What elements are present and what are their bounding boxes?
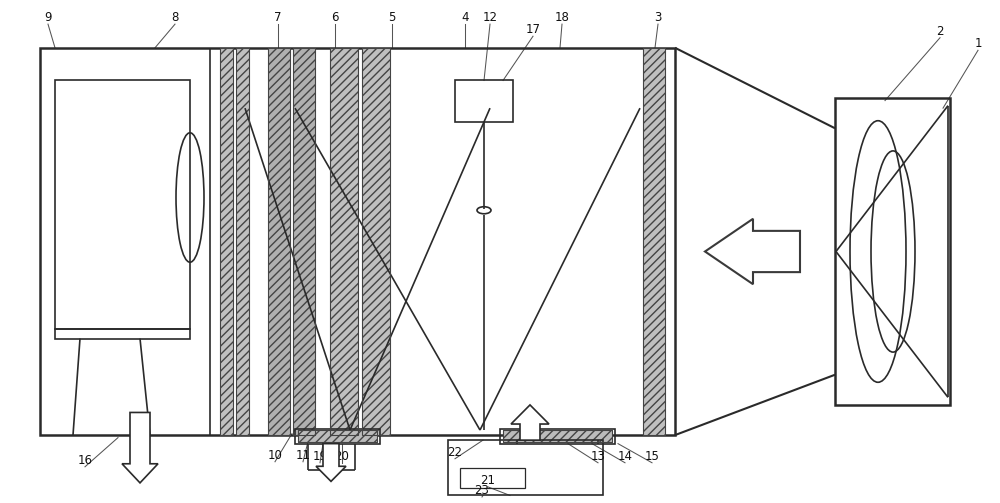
Bar bbox=[643, 48, 665, 435]
Text: 23: 23 bbox=[475, 484, 489, 497]
Text: 2: 2 bbox=[936, 25, 944, 38]
Text: 7: 7 bbox=[274, 11, 282, 24]
Bar bbox=[55, 329, 190, 339]
Text: 17: 17 bbox=[526, 23, 540, 36]
FancyArrow shape bbox=[511, 405, 549, 440]
Bar bbox=[643, 48, 665, 435]
Text: 6: 6 bbox=[331, 11, 339, 24]
Text: 4: 4 bbox=[461, 11, 469, 24]
FancyArrow shape bbox=[122, 412, 158, 483]
Bar bbox=[503, 430, 612, 442]
Text: 16: 16 bbox=[78, 454, 92, 467]
Bar bbox=[835, 98, 950, 405]
Bar bbox=[330, 48, 358, 435]
Text: 19: 19 bbox=[312, 450, 328, 463]
Bar bbox=[268, 48, 290, 435]
Bar bbox=[236, 48, 249, 435]
Text: 1: 1 bbox=[974, 37, 982, 50]
Text: 3: 3 bbox=[654, 11, 662, 24]
Text: 20: 20 bbox=[335, 450, 349, 463]
Bar bbox=[298, 430, 377, 442]
Bar bbox=[298, 430, 377, 442]
Text: 14: 14 bbox=[618, 450, 633, 463]
Bar bbox=[362, 48, 390, 435]
Text: 10: 10 bbox=[268, 449, 282, 462]
FancyArrow shape bbox=[316, 444, 346, 481]
Bar bbox=[40, 48, 675, 435]
Bar bbox=[455, 80, 513, 122]
Bar bbox=[55, 80, 190, 329]
Bar bbox=[236, 48, 249, 435]
Text: 5: 5 bbox=[388, 11, 396, 24]
Text: 18: 18 bbox=[555, 11, 569, 24]
Bar bbox=[295, 429, 380, 444]
Text: 9: 9 bbox=[44, 11, 52, 24]
Text: 8: 8 bbox=[171, 11, 179, 24]
Text: 11: 11 bbox=[296, 449, 310, 462]
Bar bbox=[448, 440, 603, 495]
Bar bbox=[460, 468, 525, 488]
Bar bbox=[503, 430, 612, 442]
Text: 12: 12 bbox=[482, 11, 498, 24]
Bar bbox=[330, 48, 358, 435]
Text: 22: 22 bbox=[448, 446, 462, 459]
Bar bbox=[362, 48, 390, 435]
Text: 13: 13 bbox=[591, 450, 605, 463]
Bar bbox=[220, 48, 233, 435]
Bar bbox=[293, 48, 315, 435]
Bar bbox=[268, 48, 290, 435]
Bar bbox=[500, 429, 615, 444]
FancyArrow shape bbox=[705, 219, 800, 284]
Text: 15: 15 bbox=[645, 450, 659, 463]
Bar bbox=[293, 48, 315, 435]
Text: 21: 21 bbox=[480, 474, 496, 487]
Bar bbox=[220, 48, 233, 435]
